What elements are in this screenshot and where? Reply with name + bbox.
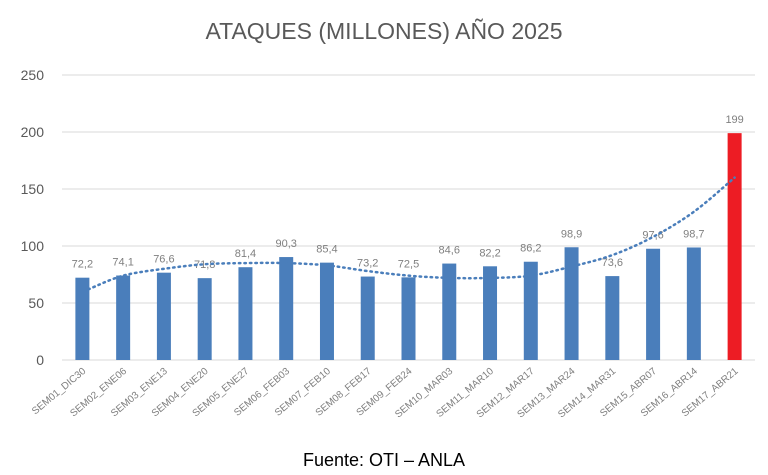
bar: [360, 276, 375, 360]
data-label: 98,9: [561, 228, 582, 240]
bar: [197, 278, 212, 360]
bar: [279, 257, 294, 360]
data-label: 86,2: [520, 243, 541, 255]
bar: [727, 133, 742, 360]
data-label: 71,8: [194, 259, 215, 271]
bar: [238, 267, 253, 360]
data-label: 73,2: [357, 258, 378, 270]
trendline: [87, 176, 736, 291]
bar: [442, 263, 457, 360]
data-label: 84,6: [439, 245, 460, 257]
bar: [523, 261, 538, 360]
y-tick-label: 200: [21, 124, 45, 140]
data-label: 76,6: [153, 254, 174, 266]
y-tick-label: 150: [21, 181, 45, 197]
bar: [319, 262, 334, 360]
y-tick-label: 100: [21, 238, 45, 254]
bar: [646, 248, 661, 360]
data-label: 199: [725, 114, 743, 126]
bar: [605, 276, 620, 360]
chart-title: ATAQUES (MILLONES) AÑO 2025: [205, 18, 563, 44]
data-label: 81,4: [235, 248, 256, 260]
y-tick-label: 50: [28, 295, 44, 311]
bar: [75, 277, 90, 360]
bar: [483, 266, 498, 360]
bar: [156, 272, 171, 360]
data-label: 72,5: [398, 258, 419, 270]
bar: [686, 247, 701, 360]
data-label: 97,6: [642, 230, 663, 242]
bar: [116, 275, 131, 360]
data-label: 82,2: [479, 247, 500, 259]
data-label: 98,7: [683, 228, 704, 240]
data-label: 72,2: [72, 259, 93, 271]
plot-area: 05010015020025072,2SEM01_DIC3074,1SEM02_…: [21, 67, 755, 420]
data-label: 74,1: [112, 257, 133, 269]
data-label: 85,4: [316, 244, 337, 256]
data-label: 90,3: [275, 238, 296, 250]
data-label: 73,6: [602, 257, 623, 269]
bar: [564, 247, 579, 360]
bar: [401, 277, 416, 360]
source-caption: Fuente: OTI – ANLA: [302, 450, 466, 470]
y-tick-label: 0: [36, 352, 44, 368]
y-tick-label: 250: [21, 67, 45, 83]
